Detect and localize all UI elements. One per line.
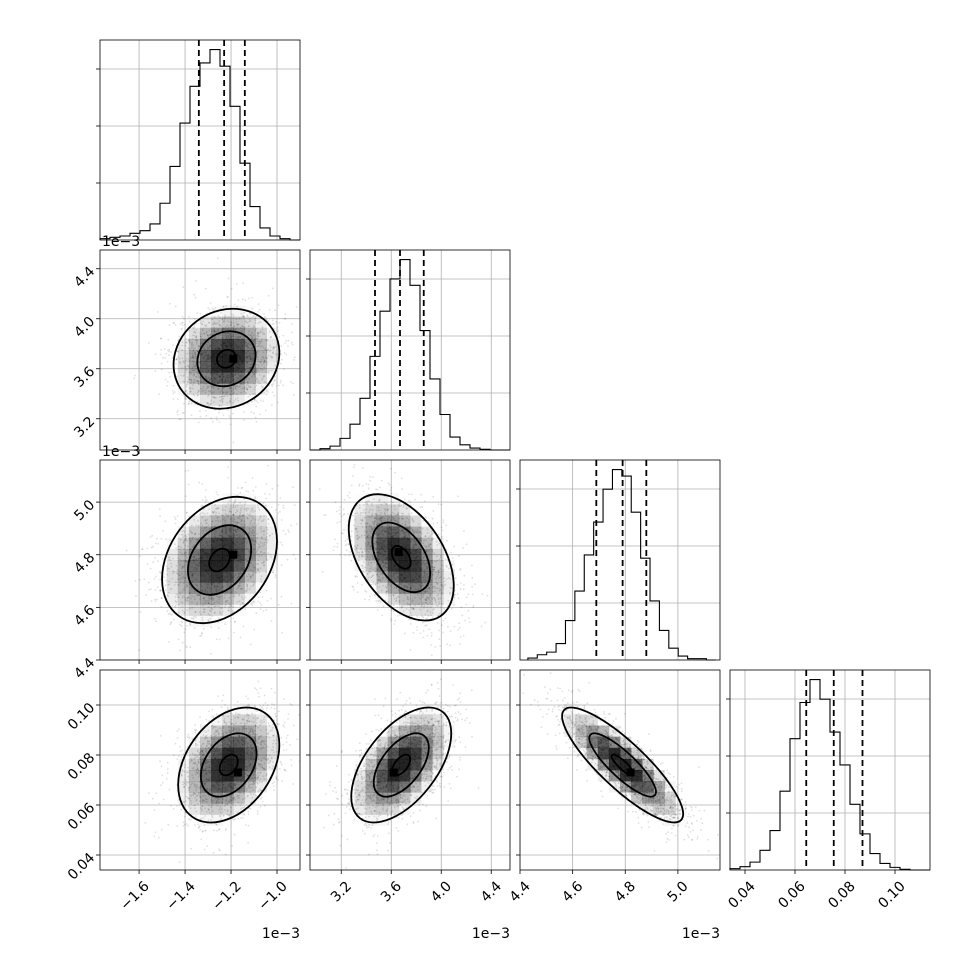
y-tick-label: 4.4 (71, 264, 98, 291)
x-tick-label: 4.0 (428, 878, 455, 905)
x-tick-label: 0.04 (725, 878, 758, 911)
panel-frame (99, 669, 301, 871)
x-tick-label: 4.4 (507, 878, 534, 905)
y-offset-label: 1e−3 (102, 444, 140, 460)
contour-line (588, 732, 657, 798)
scatter-panel-p2-p4 (306, 669, 511, 874)
density-blocks (354, 714, 455, 826)
contour-line (350, 706, 453, 824)
density-blocks (177, 714, 279, 815)
contour-line (561, 706, 685, 824)
x-tick-label: 4.6 (559, 878, 586, 905)
y-tick-label: 3.2 (71, 414, 98, 441)
contour-line (390, 545, 412, 570)
gridlines (310, 460, 510, 660)
contour-line (208, 547, 231, 573)
histogram-p3 (527, 468, 716, 661)
x-tick-label: 3.2 (328, 878, 355, 905)
scatter-panel-p3-p4 (516, 669, 721, 874)
contour-line (216, 348, 237, 369)
y-offset-label: 1e−3 (102, 234, 140, 250)
gridlines (520, 460, 720, 660)
x-offset-label: 1e−3 (682, 926, 720, 942)
panel-frame (99, 459, 301, 661)
x-tick-label: −1.2 (209, 878, 244, 913)
gridlines (100, 460, 300, 660)
panel-frame (519, 669, 721, 871)
y-tick-label: 0.08 (65, 750, 98, 783)
contour-line (200, 732, 258, 798)
gridlines (100, 40, 300, 240)
panel-content (520, 670, 720, 870)
density-blocks (354, 493, 455, 616)
panel-frame (99, 249, 301, 451)
contour-line (371, 521, 432, 594)
density-blocks (177, 305, 279, 406)
scatter-panel-p2-p3 (306, 459, 511, 664)
y-tick-label: 4.0 (71, 314, 98, 341)
x-tick-label: 0.08 (825, 878, 858, 911)
y-tick-label: 5.0 (71, 497, 98, 524)
y-tick-label: 4.6 (71, 602, 98, 629)
histogram-p2 (310, 258, 510, 451)
x-tick-label: 0.06 (775, 878, 808, 911)
density-peak (626, 768, 635, 777)
density-peak (389, 768, 398, 777)
density-peak (229, 354, 238, 363)
panel-content (100, 460, 300, 660)
panel-content (100, 670, 300, 870)
density-peak (229, 550, 238, 559)
x-tick-label: 3.6 (378, 878, 405, 905)
contour-line (177, 706, 281, 824)
histogram-p4 (729, 678, 930, 871)
x-tick-label: 5.0 (665, 878, 692, 905)
gridlines (100, 670, 300, 870)
x-tick-label: 4.8 (612, 878, 639, 905)
contour-line (172, 307, 281, 410)
scatter-panel-p1-p3 (96, 459, 301, 664)
panel-frame (519, 459, 721, 661)
hist-panel-p1 (96, 39, 301, 241)
panel-frame (309, 459, 511, 661)
contour-line (196, 330, 257, 388)
density-peak (394, 548, 403, 557)
density-peak (233, 768, 242, 777)
panel-frame (729, 669, 931, 871)
density-blocks (564, 714, 676, 826)
gridlines (310, 250, 510, 450)
panel-content (100, 250, 300, 450)
panel-frame (99, 39, 301, 241)
y-tick-label: 4.8 (71, 550, 98, 577)
y-tick-label: 4.4 (71, 655, 98, 682)
x-offset-label: 1e−3 (262, 926, 300, 942)
panel-content (310, 670, 510, 870)
x-tick-label: 4.4 (478, 878, 505, 905)
scatter-panel-p1-p2 (96, 249, 301, 454)
histogram-p1 (99, 48, 300, 241)
x-tick-label: −1.4 (163, 878, 198, 913)
x-tick-label: −1.0 (255, 878, 290, 913)
contour-line (187, 524, 253, 596)
y-tick-label: 0.06 (65, 800, 98, 833)
x-tick-label: −1.6 (117, 878, 152, 913)
panel-content (310, 460, 510, 660)
contour-line (347, 493, 455, 622)
x-tick-label: 0.10 (875, 878, 908, 911)
contour-line (372, 732, 430, 798)
contour-line (161, 495, 278, 625)
hist-panel-p2 (306, 249, 511, 451)
scatter-panel-p1-p4 (96, 669, 301, 874)
hist-panel-p4 (726, 669, 931, 871)
x-offset-label: 1e−3 (472, 926, 510, 942)
y-tick-label: 3.6 (71, 364, 98, 391)
panel-frame (309, 669, 511, 871)
hist-panel-p3 (516, 459, 721, 661)
density-blocks (166, 504, 279, 616)
y-tick-label: 0.04 (65, 850, 98, 883)
y-tick-label: 0.10 (65, 700, 98, 733)
panel-frame (309, 249, 511, 451)
